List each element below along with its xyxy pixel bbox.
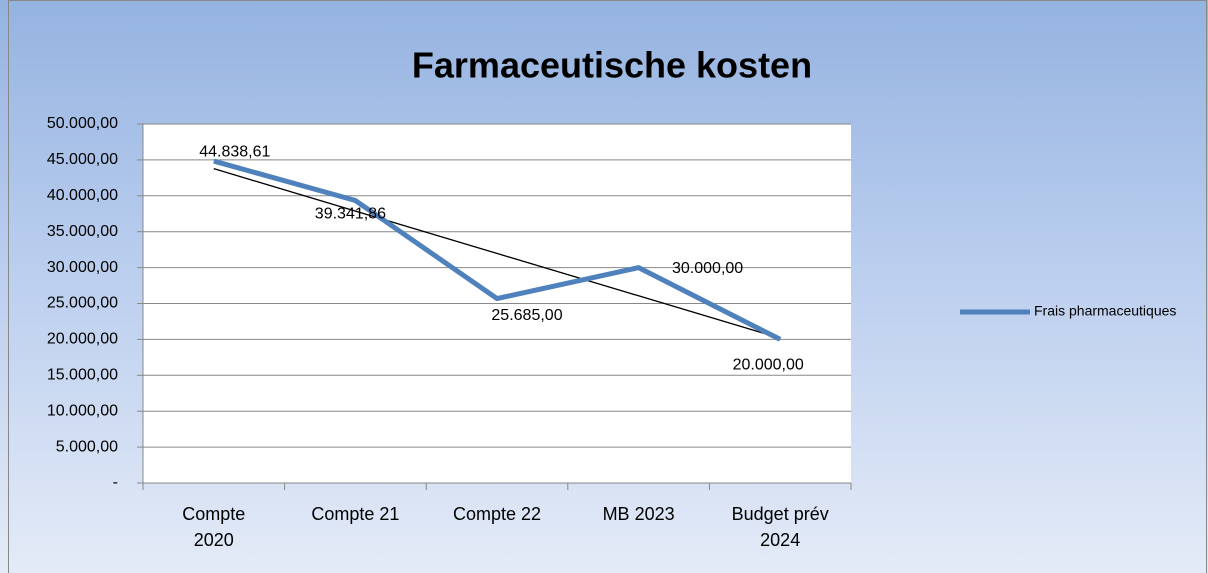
- data-label: 39.341,86: [315, 206, 386, 223]
- y-tick-label: 40.000,00: [47, 187, 118, 204]
- data-label: 25.685,00: [491, 307, 562, 324]
- legend-label: Frais pharmaceutiques: [1034, 303, 1176, 319]
- x-tick-label: Compte 21: [311, 504, 400, 524]
- y-tick-label: 5.000,00: [56, 438, 118, 455]
- y-tick-label: 30.000,00: [47, 259, 118, 276]
- data-label: 30.000,00: [672, 260, 743, 277]
- data-label: 44.838,61: [199, 143, 270, 160]
- x-tick-label: MB 2023: [602, 504, 675, 524]
- y-tick-label: 35.000,00: [47, 223, 118, 240]
- y-tick-label: 15.000,00: [47, 367, 118, 384]
- y-tick-label: -: [113, 474, 118, 491]
- x-tick-label: Budget prév 2024: [731, 504, 829, 550]
- data-label: 20.000,00: [733, 357, 804, 374]
- series-line: [213, 158, 782, 342]
- chart-title: Farmaceutische kosten: [412, 45, 812, 86]
- y-tick-label: 25.000,00: [47, 295, 118, 312]
- y-tick-label: 50.000,00: [47, 115, 118, 132]
- x-tick-label: Compte 2020: [182, 504, 246, 550]
- y-tick-label: 45.000,00: [47, 151, 118, 168]
- y-tick-label: 10.000,00: [47, 402, 118, 419]
- y-tick-label: 20.000,00: [47, 331, 118, 348]
- frame: [8, 0, 1207, 573]
- trendline: [213, 168, 781, 339]
- x-tick-label: Compte 22: [452, 504, 542, 524]
